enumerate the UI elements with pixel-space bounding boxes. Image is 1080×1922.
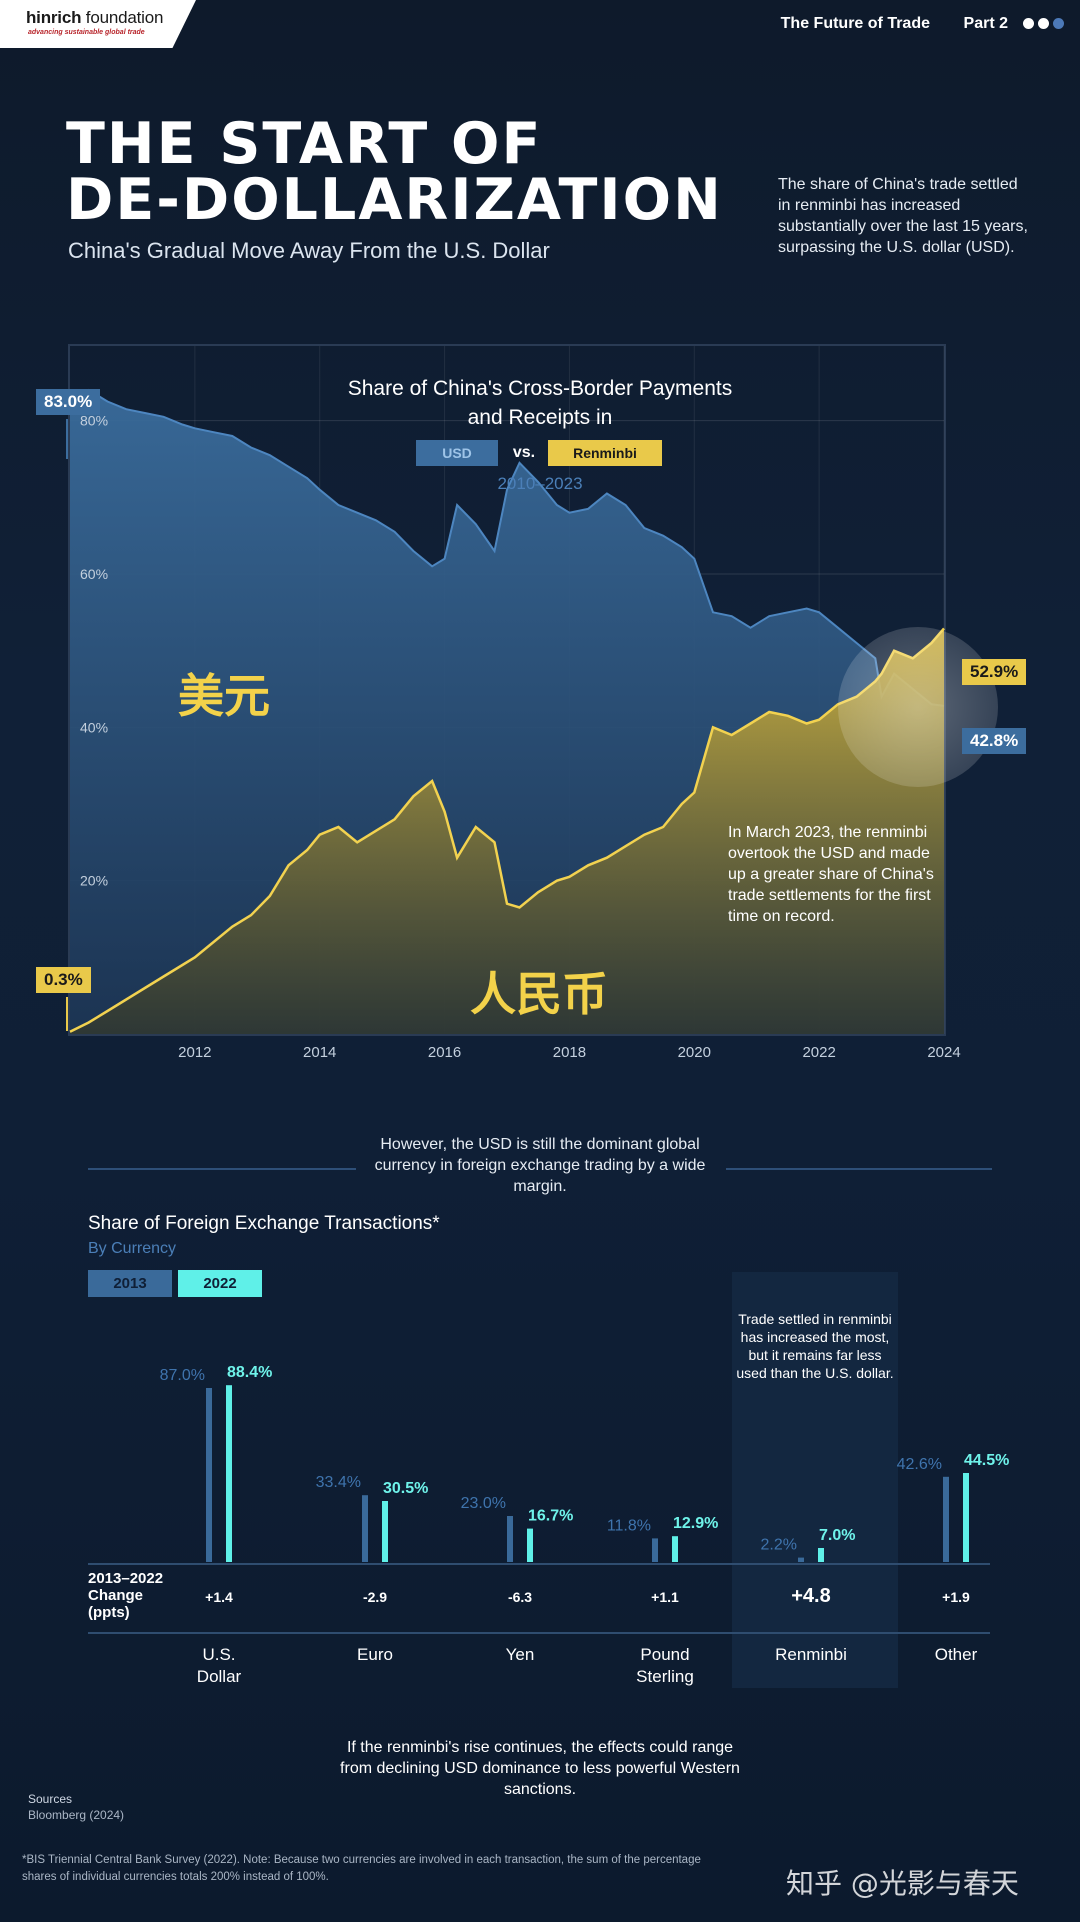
footnote: *BIS Triennial Central Bank Survey (2022… — [22, 1854, 701, 1883]
bar-label-2013: 11.8% — [607, 1517, 651, 1534]
brand-name: hinrich foundation — [26, 8, 164, 27]
main-chart-title: Share of China's Cross-Border Payments a… — [347, 377, 733, 429]
change-value: +1.4 — [205, 1589, 233, 1605]
end-rmb-badge: 52.9% — [962, 659, 1027, 685]
part-dot-2 — [1038, 18, 1049, 29]
x-tick-label: 2016 — [428, 1044, 461, 1061]
bar-2013 — [507, 1516, 513, 1562]
change-row-label: 2013–2022 Change (ppts) — [88, 1570, 164, 1621]
change-value: -2.9 — [363, 1589, 387, 1605]
y-tick-label: 20% — [80, 873, 108, 889]
part-indicator — [1023, 18, 1064, 29]
change-value: +4.8 — [791, 1585, 830, 1607]
bar-2013 — [362, 1495, 368, 1562]
bar-label-2013: 33.4% — [316, 1474, 361, 1491]
x-tick-label: 2014 — [303, 1044, 336, 1061]
bar-2013 — [943, 1476, 949, 1562]
renminbi-highlight-panel — [732, 1272, 898, 1688]
x-tick-label: 2018 — [553, 1044, 586, 1061]
bar-label-2022: 88.4% — [227, 1364, 272, 1381]
headline-line-1: THE START OF — [66, 111, 543, 177]
bar-label-2022: 12.9% — [673, 1515, 718, 1532]
intro-text: The share of China's trade settled in re… — [778, 176, 1028, 256]
rmb-line — [69, 627, 945, 1033]
change-value: -6.3 — [508, 1589, 532, 1605]
headline-subtitle: China's Gradual Move Away From the U.S. … — [68, 238, 550, 263]
bar-2022 — [226, 1385, 232, 1562]
rmb-chinese-label: 人民币 — [470, 967, 608, 1021]
overtake-annotation: In March 2023, the renminbi overtook the… — [728, 824, 934, 925]
watermark: 知乎 @光影与春天 — [786, 1867, 1019, 1900]
brand-logo — [0, 0, 196, 48]
bar-2022 — [382, 1501, 388, 1562]
bar-2022 — [818, 1548, 824, 1562]
x-tick-label: 2012 — [178, 1044, 211, 1061]
fx-bar-chart: 87.0% 88.4% +1.4 U.S. Dollar 33.4% 30.5% -2.9 Eu… — [160, 1364, 1010, 1686]
series-title: The Future of Trade — [780, 15, 930, 32]
sources-text: Bloomberg (2024) — [28, 1808, 125, 1822]
y-tick-label: 80% — [80, 413, 108, 429]
change-value: +1.1 — [651, 1589, 679, 1605]
bar-label-2022: 16.7% — [528, 1508, 573, 1525]
category-label: Pound — [640, 1645, 689, 1664]
bar-2022 — [527, 1528, 533, 1562]
highlight-circle — [838, 627, 998, 787]
category-label: Other — [935, 1645, 978, 1664]
start-rmb-badge: 0.3% — [36, 967, 91, 993]
part-dot-3 — [1053, 18, 1064, 29]
baseline-rule — [88, 1563, 990, 1565]
bar-2013 — [798, 1557, 804, 1562]
bar-label-2013: 42.6% — [897, 1456, 942, 1473]
fx-chart-subtitle: By Currency — [88, 1240, 177, 1257]
y-tick-label: 40% — [80, 719, 108, 735]
category-label: Euro — [357, 1645, 393, 1664]
bar-2013 — [206, 1388, 212, 1562]
bar-2022 — [672, 1536, 678, 1562]
x-tick-label: 2022 — [802, 1044, 835, 1061]
closing-text: If the renminbi's rise continues, the ef… — [340, 1739, 740, 1798]
brand-tagline: advancing sustainable global trade — [28, 29, 145, 36]
change-row-rule — [88, 1632, 990, 1634]
legend-vs: vs. — [512, 444, 536, 461]
separator-line-left — [88, 1168, 356, 1170]
bar-2022 — [963, 1473, 969, 1562]
y-tick-label: 60% — [80, 566, 108, 582]
headline-line-2: DE-DOLLARIZATION — [66, 167, 723, 233]
sources-heading: Sources — [28, 1792, 73, 1806]
start-usd-badge: 83.0% — [36, 389, 101, 415]
usd-chinese-label: 美元 — [178, 669, 270, 723]
legend-renminbi: Renminbi — [548, 440, 662, 466]
renminbi-note: Trade settled in renminbi has increased … — [736, 1311, 894, 1381]
area-chart: 20% 40% 60% 80% 2012 2014 2016 2018 2020 2022 2024 — [69, 388, 998, 1061]
separator-text: However, the USD is still the dominant g… — [374, 1136, 706, 1195]
start-rmb-pointer — [66, 997, 68, 1031]
category-label: U.S. — [202, 1645, 235, 1664]
category-label: Sterling — [636, 1667, 694, 1686]
category-label: Yen — [506, 1645, 535, 1664]
bar-label-2022: 44.5% — [964, 1452, 1009, 1469]
bar-label-2022: 7.0% — [819, 1527, 855, 1544]
main-chart-years: 2010–2023 — [497, 474, 583, 493]
separator-line-right — [726, 1168, 992, 1170]
x-tick-label: 2024 — [927, 1044, 960, 1061]
fx-chart-title: Share of Foreign Exchange Transactions* — [88, 1213, 440, 1234]
end-usd-badge: 42.8% — [962, 728, 1027, 754]
bar-label-2013: 2.2% — [761, 1537, 797, 1554]
category-label: Renminbi — [775, 1645, 847, 1664]
rmb-area — [70, 628, 944, 1034]
usd-line — [69, 388, 945, 707]
bar-label-2013: 23.0% — [461, 1495, 506, 1512]
legend-usd: USD — [416, 440, 498, 466]
legend-2022: 2022 — [178, 1270, 262, 1297]
legend-2013: 2013 — [88, 1270, 172, 1297]
x-tick-label: 2020 — [678, 1044, 711, 1061]
part-dot-1 — [1023, 18, 1034, 29]
start-usd-pointer — [66, 419, 68, 459]
part-label: Part 2 — [963, 15, 1008, 32]
bar-label-2013: 87.0% — [160, 1367, 205, 1384]
bar-label-2022: 30.5% — [383, 1480, 428, 1497]
change-value: +1.9 — [942, 1589, 970, 1605]
category-label: Dollar — [197, 1667, 242, 1686]
bar-2013 — [652, 1538, 658, 1562]
